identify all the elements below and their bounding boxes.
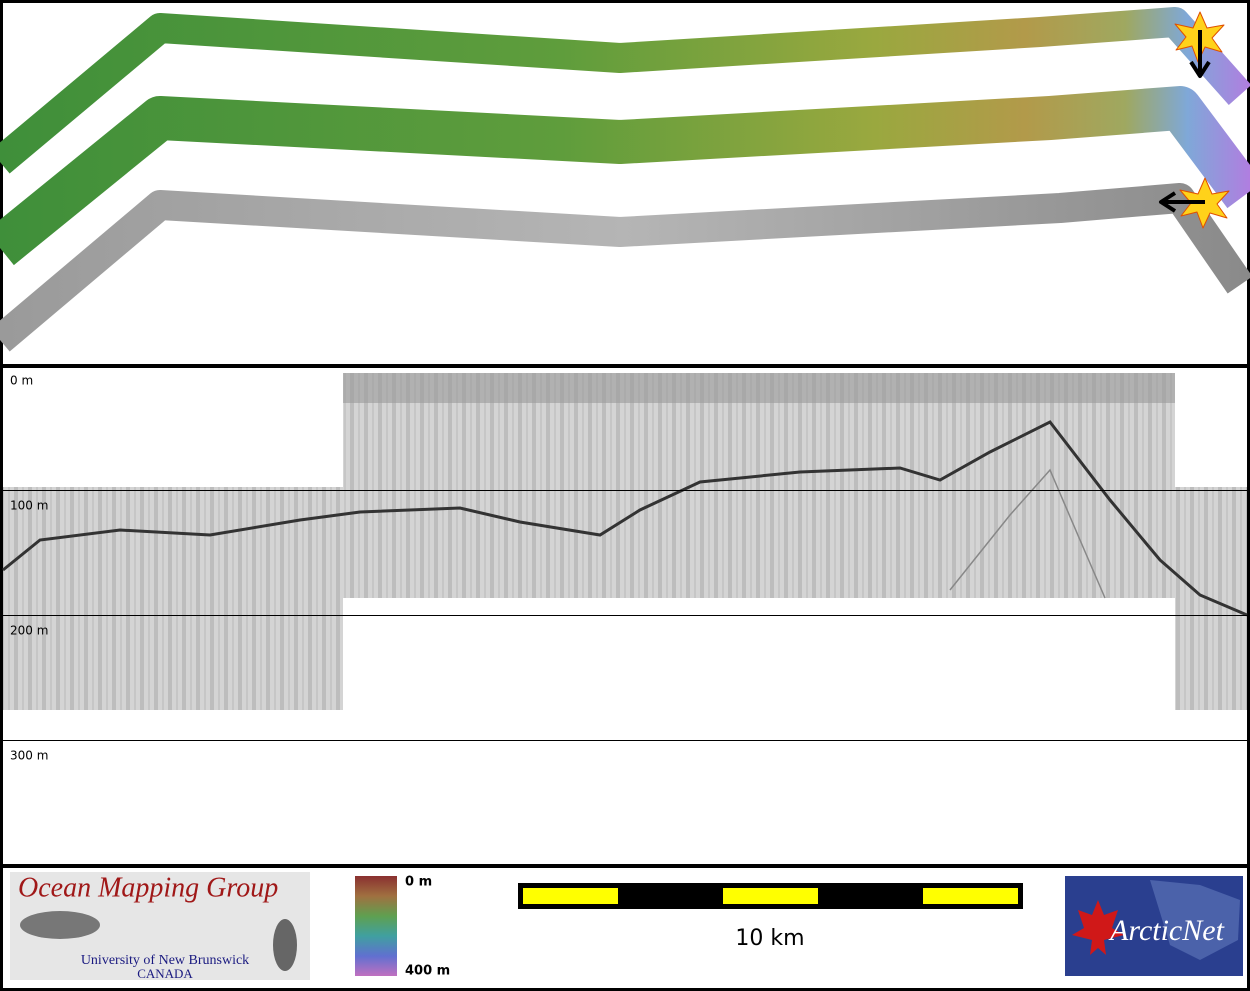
profile-segment — [343, 373, 1175, 598]
colorbar-bottom-label: 400 m — [405, 964, 450, 979]
depth-label: 300 m — [10, 749, 48, 763]
legend-panel: Ocean Mapping Group University of New Br… — [10, 872, 1243, 981]
colorbar — [355, 876, 397, 976]
profile-segment — [3, 487, 343, 710]
subsurface-reflector — [949, 468, 1106, 599]
omg-country: CANADA — [137, 966, 193, 981]
profile-noise — [343, 373, 1175, 403]
omg-graphic — [273, 919, 297, 971]
profile-panel: 0 m 100 m 200 m 300 m — [2, 373, 1248, 763]
arrow-head — [1159, 191, 1177, 213]
bathymetry-swath-2 — [0, 86, 1250, 266]
arcticnet-map — [1150, 880, 1240, 960]
depth-label: 0 m — [10, 374, 33, 388]
omg-graphic — [20, 911, 100, 939]
swath-panel — [0, 7, 1250, 352]
arcticnet-title: ArcticNet — [1108, 914, 1225, 947]
scale-bar-label: 10 km — [735, 926, 804, 951]
omg-university: University of New Brunswick — [81, 953, 249, 968]
colorbar-top-label: 0 m — [405, 875, 432, 890]
arrow-head — [1189, 60, 1211, 78]
divider — [0, 864, 1250, 868]
scale-bar-segment — [923, 888, 1018, 904]
scale-bar-segment — [523, 888, 618, 904]
scale-bar-segment — [723, 888, 818, 904]
maple-leaf — [1072, 900, 1124, 955]
seafloor-trace — [2, 420, 1248, 617]
depth-label: 100 m — [10, 499, 48, 513]
divider — [0, 364, 1250, 368]
depth-label: 200 m — [10, 624, 48, 638]
omg-title: Ocean Mapping Group — [18, 872, 278, 903]
